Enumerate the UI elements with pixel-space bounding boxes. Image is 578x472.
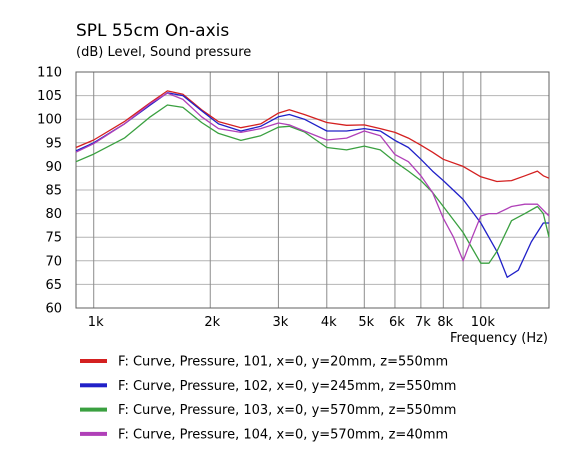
series-line-1 bbox=[75, 90, 550, 183]
x-tick-label: 8k bbox=[437, 315, 453, 330]
legend-label-3: F: Curve, Pressure, 103, x=0, y=570mm, z… bbox=[118, 403, 456, 418]
x-axis-label: Frequency (Hz) bbox=[450, 331, 548, 346]
x-tick-labels: 1k 2k 3k 4k 5k 6k 7k 8k 10k bbox=[88, 315, 496, 330]
y-tick-label: 110 bbox=[37, 66, 62, 81]
chart-title: SPL 55cm On-axis bbox=[76, 21, 229, 41]
y-axis-label: (dB) Level, Sound pressure bbox=[76, 45, 251, 60]
series-lines bbox=[75, 90, 550, 278]
legend-swatch-4 bbox=[80, 431, 107, 436]
legend-swatch-2 bbox=[80, 383, 107, 388]
x-tick-label: 4k bbox=[321, 315, 337, 330]
legend-swatch-1 bbox=[80, 359, 107, 363]
y-tick-label: 75 bbox=[45, 231, 62, 246]
legend-label-4: F: Curve, Pressure, 104, x=0, y=570mm, z… bbox=[118, 427, 448, 442]
x-tick-label: 3k bbox=[273, 315, 289, 330]
legend-label-2: F: Curve, Pressure, 102, x=0, y=245mm, z… bbox=[118, 379, 456, 394]
y-tick-label: 70 bbox=[45, 254, 62, 269]
y-tick-label: 65 bbox=[45, 278, 62, 293]
plot-frame bbox=[75, 71, 550, 309]
series-line-3 bbox=[75, 104, 550, 264]
x-tick-label: 2k bbox=[204, 315, 220, 330]
y-tick-label: 60 bbox=[45, 302, 62, 317]
legend-label-1: F: Curve, Pressure, 101, x=0, y=20mm, z=… bbox=[118, 355, 448, 370]
y-tick-label: 105 bbox=[37, 89, 62, 104]
series-line-2 bbox=[75, 92, 549, 278]
legend-swatch-3 bbox=[80, 407, 107, 412]
x-tick-label: 10k bbox=[471, 315, 496, 330]
y-tick-label: 80 bbox=[45, 207, 62, 222]
x-tick-label: 5k bbox=[358, 315, 374, 330]
y-tick-label: 85 bbox=[45, 184, 62, 199]
x-tick-label: 6k bbox=[389, 315, 405, 330]
y-tick-label: 90 bbox=[45, 160, 62, 175]
y-tick-label: 100 bbox=[37, 113, 62, 128]
y-tick-label: 95 bbox=[45, 136, 62, 151]
legend: F: Curve, Pressure, 101, x=0, y=20mm, z=… bbox=[80, 355, 456, 442]
x-tick-label: 1k bbox=[88, 315, 104, 330]
series-line-4 bbox=[75, 92, 550, 262]
y-tick-labels: 60 65 70 75 80 85 90 95 100 105 110 bbox=[37, 66, 62, 317]
x-tick-label: 7k bbox=[415, 315, 431, 330]
